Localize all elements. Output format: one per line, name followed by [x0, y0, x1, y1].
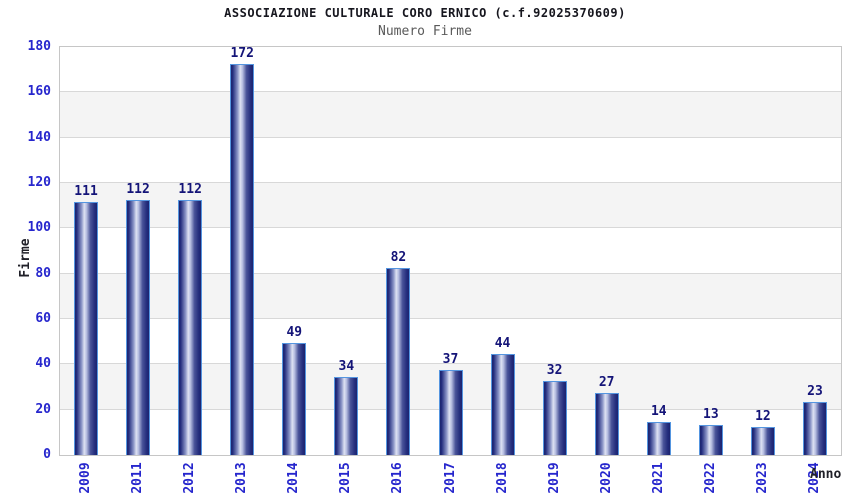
bar-value-label: 44 [494, 336, 511, 352]
x-tick-label: 2013 [234, 462, 250, 494]
x-tick-label: 2009 [78, 462, 94, 494]
y-tick-label: 180 [27, 39, 51, 54]
bar-value-label: 27 [598, 374, 615, 390]
grid-line [60, 318, 841, 319]
y-tick-label: 0 [43, 447, 51, 462]
bar [74, 202, 99, 455]
bar-value-label: 13 [703, 406, 719, 422]
y-tick-label: 100 [27, 220, 51, 236]
bar-value-label: 82 [390, 250, 407, 266]
bar [438, 370, 463, 455]
bar-value-label: 12 [755, 408, 771, 424]
grid-line [60, 272, 841, 274]
bar-value-label: 32 [546, 363, 563, 379]
bar-value-label: 49 [286, 324, 303, 340]
bar [230, 64, 255, 455]
y-tick-label: 140 [27, 129, 51, 145]
bar-value-label: 112 [126, 182, 150, 198]
y-tick-label: 80 [35, 265, 51, 281]
x-tick-label: 2015 [338, 462, 354, 494]
x-tick-label: 2017 [442, 462, 458, 494]
bar-value-label: 112 [178, 182, 202, 198]
x-tick-label: 2019 [546, 462, 562, 494]
plot-band [60, 273, 841, 319]
plot-band [60, 228, 841, 273]
bar [750, 426, 775, 455]
bar [594, 392, 619, 455]
bar [698, 424, 723, 455]
bar-value-label: 14 [650, 404, 667, 420]
grid-line [60, 227, 841, 229]
bar-value-label: 172 [230, 46, 254, 62]
x-tick-label: 2023 [754, 462, 770, 494]
x-tick-label: 2020 [598, 462, 614, 494]
bar [178, 200, 203, 455]
y-tick-label: 160 [27, 84, 51, 100]
grid-line [60, 182, 841, 183]
y-tick-label: 40 [35, 356, 51, 372]
x-tick-label: 2021 [650, 462, 666, 494]
bar [334, 376, 359, 455]
bar [802, 401, 827, 455]
bar [646, 422, 671, 455]
grid-line [60, 363, 841, 365]
chart-title: ASSOCIAZIONE CULTURALE CORO ERNICO (c.f.… [224, 6, 626, 20]
y-tick-label: 60 [35, 311, 51, 326]
bar [386, 268, 411, 455]
x-axis-title: Anno [810, 467, 842, 482]
x-tick-label: 2018 [494, 462, 510, 494]
bar-value-label: 37 [442, 352, 459, 368]
bar [282, 342, 307, 455]
x-tick-label: 2022 [702, 462, 718, 494]
bar-value-label: 34 [338, 358, 355, 374]
grid-line [60, 91, 841, 93]
x-tick-label: 2012 [182, 462, 198, 494]
bar-value-label: 111 [74, 184, 98, 200]
y-tick-label: 20 [35, 401, 51, 417]
plot-area: 111 112 112 172 49 34 82 37 44 32 27 14 13 12 23 [59, 46, 842, 456]
chart-subtitle: Numero Firme [378, 24, 472, 39]
grid-line [60, 136, 841, 138]
plot-band [60, 92, 841, 138]
plot-band [60, 183, 841, 229]
x-tick-label: 2014 [286, 462, 302, 494]
bar-value-label: 23 [807, 383, 823, 399]
bar [490, 354, 515, 455]
y-tick-label: 120 [27, 175, 51, 190]
bar [126, 200, 151, 455]
x-tick-label: 2011 [130, 462, 146, 494]
plot-band [60, 47, 841, 92]
plot-band [60, 138, 841, 183]
bar [542, 381, 567, 455]
x-tick-label: 2016 [390, 462, 406, 494]
